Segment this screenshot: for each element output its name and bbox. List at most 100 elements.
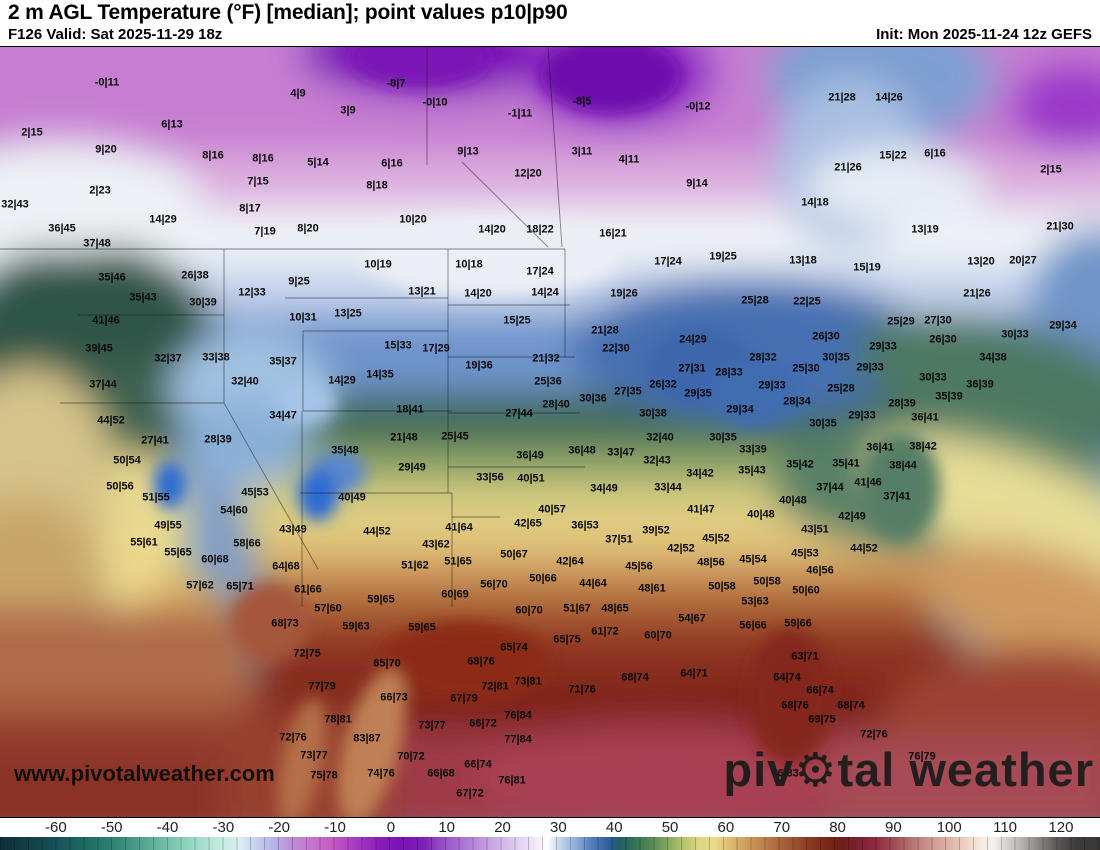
point-value: 17|24	[526, 265, 554, 278]
point-value: 34|38	[979, 351, 1007, 364]
point-value: 83|87	[353, 732, 381, 745]
point-value: 60|69	[441, 588, 469, 601]
point-value: 21|26	[963, 287, 991, 300]
point-value: 2|15	[21, 126, 43, 139]
point-value: 68|73	[271, 617, 299, 630]
point-value: 27|44	[505, 407, 533, 420]
point-value: -8|7	[386, 77, 406, 90]
point-value: 37|44	[816, 481, 844, 494]
point-value: 30|39	[189, 296, 217, 309]
colorbar-gradient	[0, 837, 1100, 850]
point-value: 28|34	[783, 395, 811, 408]
point-value: 35|41	[832, 457, 860, 470]
point-value: -8|5	[572, 95, 592, 108]
point-value: 60|68	[201, 553, 229, 566]
point-value: 10|19	[364, 258, 392, 271]
colorbar: -60 -50 -40 -30 -20 -10 0 10 20 30 40 50 60 70 80 90 100…	[0, 818, 1100, 850]
point-value: -0|12	[685, 100, 711, 113]
point-value: 14|18	[801, 196, 829, 209]
forecast-map[interactable]: -0|11 2|15 6|13 9|20 8|16 8|16 7|15 2|23 8|17 14|…	[0, 46, 1100, 818]
point-value: 14|20	[478, 223, 506, 236]
point-value: 40|57	[538, 503, 566, 516]
point-value: 72|75	[293, 647, 321, 660]
point-value: 50|66	[529, 572, 557, 585]
brand-post: tal weather	[837, 743, 1094, 796]
point-value: 77|84	[504, 733, 532, 746]
point-value: 42|49	[838, 510, 866, 523]
point-value: 30|35	[822, 351, 850, 364]
point-value: 65|70	[373, 657, 401, 670]
point-value: 28|32	[749, 351, 777, 364]
point-value: 59|66	[784, 617, 812, 630]
point-value: -0|11	[94, 76, 120, 89]
point-value: 26|30	[929, 333, 957, 346]
point-value: 9|13	[457, 145, 479, 158]
point-value: 36|39	[966, 378, 994, 391]
point-value: 71|76	[568, 683, 596, 696]
point-value: 30|35	[709, 431, 737, 444]
point-value: 6|16	[381, 157, 403, 170]
colorbar-tick: 10	[438, 819, 456, 836]
point-value: 70|72	[397, 750, 425, 763]
point-value: 66|68	[427, 767, 455, 780]
point-value: 64|71	[680, 667, 708, 680]
point-value: 45|52	[702, 532, 730, 545]
point-value: 43|49	[279, 523, 307, 536]
colorbar-tick: 40	[605, 819, 623, 836]
colorbar-segment-lines	[0, 837, 1100, 850]
point-value: 17|24	[654, 255, 682, 268]
point-value: 35|37	[269, 355, 297, 368]
point-value: 8|18	[366, 179, 388, 192]
point-value: 50|67	[500, 548, 528, 561]
point-value: 29|34	[1049, 319, 1077, 332]
point-value: 45|53	[241, 486, 269, 499]
colorbar-tick: 80	[829, 819, 846, 836]
point-value: 65|71	[226, 580, 254, 593]
point-value: 50|56	[106, 480, 134, 493]
point-value: -0|10	[422, 96, 448, 109]
point-value: 50|58	[753, 575, 781, 588]
point-value: 29|34	[726, 403, 754, 416]
point-value: 14|35	[366, 368, 394, 381]
point-value: 26|38	[181, 269, 209, 282]
point-value: 72|76	[860, 728, 888, 741]
point-value: 72|76	[279, 731, 307, 744]
point-value: 65|74	[500, 641, 528, 654]
point-value: 14|24	[531, 286, 559, 299]
point-value: 38|42	[909, 440, 937, 453]
point-value: 28|33	[715, 366, 743, 379]
point-value: 65|75	[553, 633, 581, 646]
point-value: 20|27	[1009, 254, 1037, 267]
point-value: 35|43	[738, 464, 766, 477]
point-value: 51|67	[563, 602, 591, 615]
point-value: 59|63	[342, 620, 370, 633]
point-value: 14|29	[328, 374, 356, 387]
point-value: 35|42	[786, 458, 814, 471]
point-value: 41|46	[854, 476, 882, 489]
point-value: 25|28	[827, 382, 855, 395]
colorbar-tick: 60	[717, 819, 735, 836]
point-value: 21|26	[834, 161, 862, 174]
point-value: 44|52	[97, 414, 125, 427]
colorbar-tick: 120	[1048, 819, 1074, 836]
point-value: 41|46	[92, 314, 120, 327]
point-value: 68|74	[621, 671, 649, 684]
point-value: 49|55	[154, 519, 182, 532]
gear-icon: ⚙	[794, 743, 838, 796]
point-value: 68|76	[467, 655, 495, 668]
point-value: 33|47	[607, 446, 635, 459]
point-value: 30|33	[1001, 328, 1029, 341]
point-value: 40|48	[779, 494, 807, 507]
point-value: 7|19	[254, 225, 276, 238]
point-value: 51|55	[142, 491, 170, 504]
point-value: 2|15	[1040, 163, 1062, 176]
point-value: 66|74	[464, 758, 492, 771]
point-value: 17|29	[422, 342, 450, 355]
map-title: 2 m AGL Temperature (°F) [median]; point…	[8, 1, 568, 24]
point-value: 24|29	[679, 333, 707, 346]
point-value: 33|38	[202, 351, 230, 364]
point-value: 57|62	[186, 579, 214, 592]
point-value: 60|70	[515, 604, 543, 617]
point-value: 15|33	[384, 339, 412, 352]
